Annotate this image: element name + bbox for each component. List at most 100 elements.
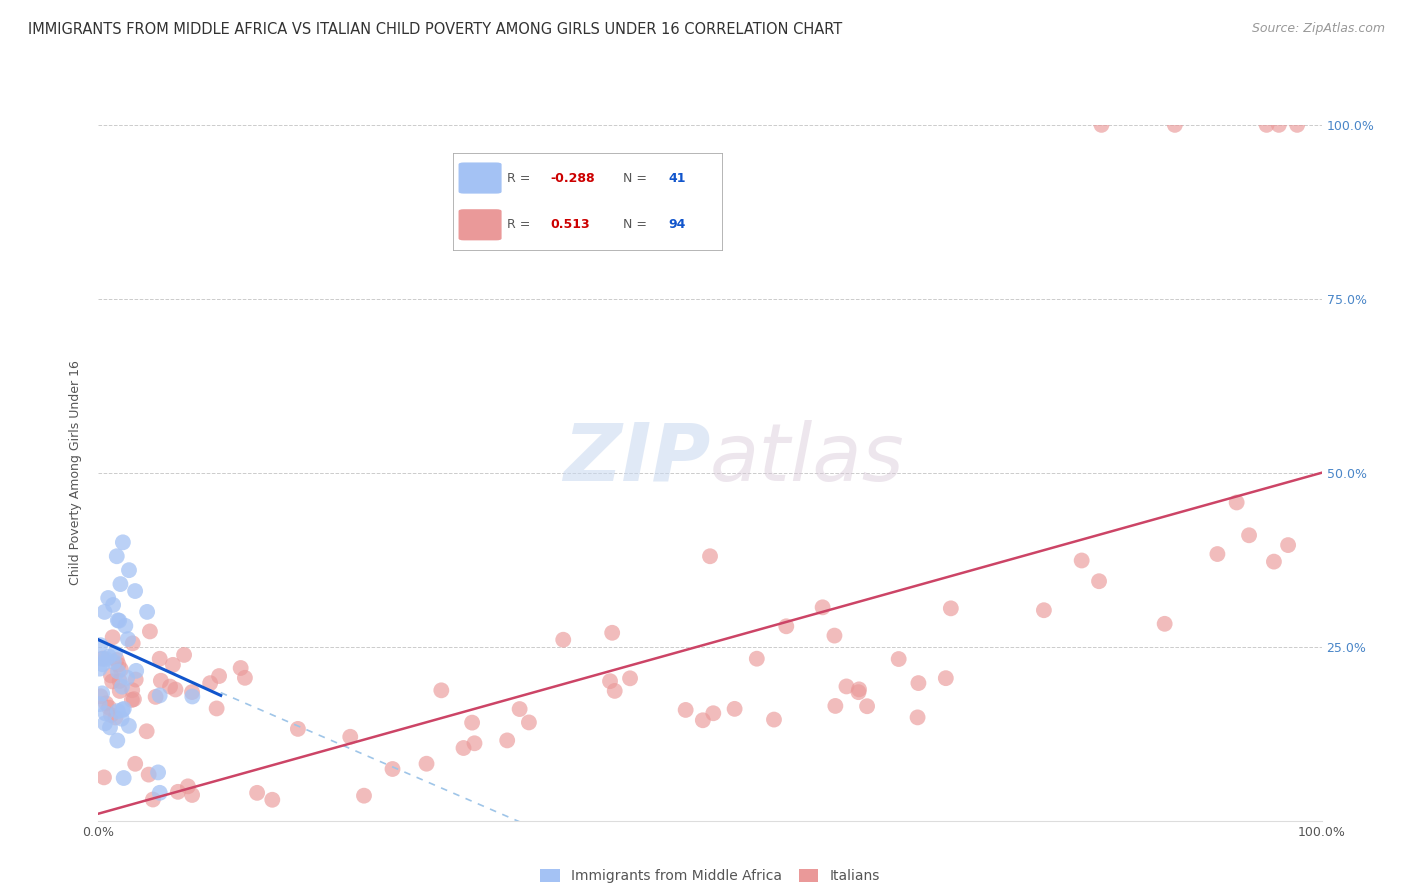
Point (146, 765, 169, 780)
Point (208, 669, 231, 683)
Point (124, 584, 146, 599)
Point (509, 702, 531, 716)
Point (104, 646, 127, 660)
Point (233, 671, 256, 685)
Point (339, 730, 361, 744)
Point (198, 676, 221, 690)
Point (115, 671, 138, 685)
Point (848, 685, 870, 699)
Point (108, 614, 131, 628)
Point (1153, 616, 1175, 631)
Point (118, 719, 141, 733)
Point (173, 648, 195, 662)
Point (1032, 603, 1054, 617)
Point (181, 690, 204, 704)
Point (1268, 118, 1291, 132)
Point (165, 682, 187, 697)
Point (699, 549, 721, 564)
Point (1277, 538, 1299, 552)
Point (935, 671, 957, 685)
Point (124, 756, 146, 771)
Point (91, 686, 114, 700)
Point (907, 676, 929, 690)
Point (98, 720, 121, 734)
Point (723, 702, 745, 716)
Point (692, 713, 714, 727)
Point (110, 712, 132, 726)
Point (94, 696, 117, 710)
Point (121, 636, 143, 650)
Point (105, 653, 128, 667)
Point (93, 770, 115, 784)
Point (93, 605, 115, 619)
Point (848, 682, 870, 697)
Point (103, 655, 125, 669)
Point (89, 638, 111, 652)
Point (205, 701, 228, 715)
Point (517, 715, 540, 730)
Point (430, 683, 453, 698)
Point (121, 693, 143, 707)
Point (125, 664, 148, 678)
Point (1164, 118, 1187, 132)
Point (139, 624, 162, 639)
Point (619, 671, 641, 685)
Point (835, 680, 858, 694)
Point (145, 690, 167, 704)
Point (1088, 574, 1111, 589)
Point (177, 780, 200, 794)
Point (114, 619, 136, 633)
Point (553, 632, 575, 647)
Point (101, 674, 124, 689)
Point (94, 706, 117, 721)
Point (415, 756, 437, 771)
Text: ZIP: ZIP (562, 420, 710, 498)
Point (107, 657, 129, 672)
Point (181, 685, 204, 699)
Point (1070, 553, 1092, 567)
Point (89, 697, 111, 711)
Point (107, 613, 129, 627)
Point (907, 710, 929, 724)
Point (762, 713, 785, 727)
Point (138, 767, 160, 781)
Point (90, 690, 112, 704)
Y-axis label: Child Poverty Among Girls Under 16: Child Poverty Among Girls Under 16 (69, 360, 83, 585)
Point (353, 789, 375, 803)
Point (287, 722, 309, 736)
Text: Source: ZipAtlas.com: Source: ZipAtlas.com (1251, 22, 1385, 36)
Point (136, 605, 159, 619)
Point (142, 792, 165, 806)
Point (105, 733, 128, 747)
Point (939, 601, 962, 615)
Point (125, 673, 148, 687)
Point (856, 699, 879, 714)
Point (463, 736, 485, 750)
Point (1286, 118, 1309, 132)
Text: IMMIGRANTS FROM MIDDLE AFRICA VS ITALIAN CHILD POVERTY AMONG GIRLS UNDER 16 CORR: IMMIGRANTS FROM MIDDLE AFRICA VS ITALIAN… (28, 22, 842, 37)
Point (823, 629, 845, 643)
Point (121, 683, 143, 698)
Point (94, 652, 117, 666)
Point (111, 680, 134, 694)
Point (159, 680, 181, 694)
Point (98, 700, 121, 714)
Point (122, 692, 145, 706)
Point (94, 716, 117, 731)
Text: atlas: atlas (710, 420, 905, 498)
Point (229, 661, 252, 675)
Point (496, 733, 519, 747)
Point (110, 662, 132, 676)
Point (89, 662, 111, 676)
Point (600, 625, 623, 640)
Point (111, 703, 134, 717)
Point (745, 651, 768, 665)
Point (91, 657, 114, 672)
Point (100, 708, 122, 723)
Point (675, 703, 697, 717)
Point (111, 535, 134, 549)
Point (117, 632, 139, 646)
Point (118, 563, 141, 577)
Point (887, 652, 910, 666)
Point (381, 762, 404, 776)
